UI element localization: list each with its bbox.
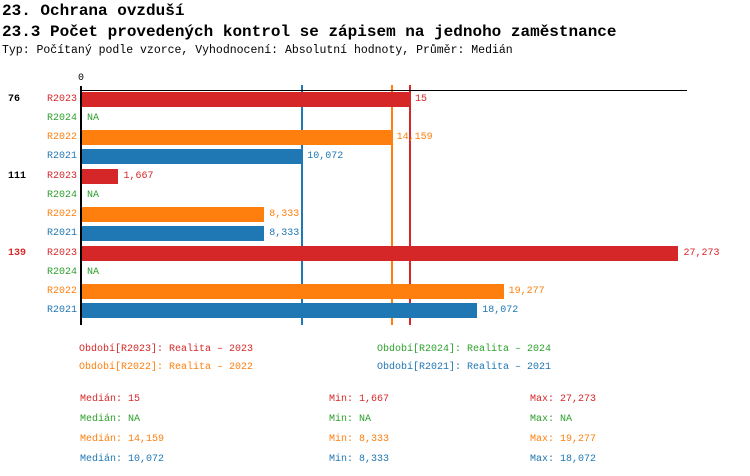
series-label-r2024: R2024 — [46, 190, 77, 201]
bar-value-label: 27,273 — [683, 248, 720, 259]
bar-value-label: 14,159 — [396, 132, 433, 143]
bar-111-r2022 — [82, 207, 265, 222]
group-label-139: 139 — [8, 248, 27, 259]
bar-value-label: 19,277 — [508, 286, 545, 297]
stat-max-r2024: Max: NA — [530, 414, 573, 425]
bar-139-r2023 — [82, 246, 679, 261]
median-line-r2023 — [409, 85, 412, 325]
stat-max-r2023: Max: 27,273 — [530, 394, 597, 405]
series-label-r2021: R2021 — [46, 305, 77, 316]
x-axis-zero-label: 0 — [77, 73, 84, 84]
stat-min-r2021: Min: 8,333 — [329, 454, 390, 465]
stat-min-r2023: Min: 1,667 — [329, 394, 390, 405]
stat-median-r2024: Medián: NA — [80, 414, 141, 425]
bar-value-label: 15 — [415, 94, 428, 105]
series-label-r2024: R2024 — [46, 267, 77, 278]
bar-value-label: NA — [87, 267, 100, 278]
bar-111-r2023 — [82, 169, 119, 184]
bar-76-r2023 — [82, 92, 411, 107]
bar-76-r2021 — [82, 149, 303, 164]
legend-item-r2024: Období[R2024]: Realita – 2024 — [377, 344, 552, 355]
series-label-r2023: R2023 — [46, 171, 77, 182]
series-label-r2023: R2023 — [46, 94, 77, 105]
stat-max-r2021: Max: 18,072 — [530, 454, 597, 465]
group-label-111: 111 — [8, 171, 27, 182]
stat-max-r2022: Max: 19,277 — [530, 434, 597, 445]
series-label-r2021: R2021 — [46, 228, 77, 239]
bar-value-label: 10,072 — [307, 151, 344, 162]
series-label-r2024: R2024 — [46, 113, 77, 124]
legend-item-r2021: Období[R2021]: Realita – 2021 — [377, 362, 552, 373]
series-label-r2023: R2023 — [46, 248, 77, 259]
bar-111-r2021 — [82, 226, 265, 241]
group-label-76: 76 — [8, 94, 21, 105]
bar-value-label: 1,667 — [123, 171, 154, 182]
legend-item-r2023: Období[R2023]: Realita – 2023 — [79, 344, 254, 355]
legend-item-r2022: Období[R2022]: Realita – 2022 — [79, 362, 254, 373]
bar-value-label: 8,333 — [269, 228, 300, 239]
chart-subtitle: 23.3 Počet provedených kontrol se zápise… — [2, 23, 617, 41]
stat-median-r2023: Medián: 15 — [80, 394, 141, 405]
series-label-r2022: R2022 — [46, 209, 77, 220]
stat-median-r2021: Medián: 10,072 — [80, 454, 165, 465]
y-axis-line — [80, 86, 82, 325]
bar-value-label: 8,333 — [269, 209, 300, 220]
median-line-r2022 — [390, 85, 393, 325]
series-label-r2021: R2021 — [46, 151, 77, 162]
bar-139-r2022 — [82, 284, 504, 299]
stat-min-r2024: Min: NA — [329, 414, 372, 425]
bar-value-label: 18,072 — [482, 305, 519, 316]
x-axis-line — [82, 90, 687, 91]
series-label-r2022: R2022 — [46, 286, 77, 297]
bar-139-r2021 — [82, 303, 478, 318]
stat-median-r2022: Medián: 14,159 — [80, 434, 165, 445]
median-line-r2021 — [301, 85, 304, 325]
bar-76-r2022 — [82, 130, 392, 145]
chart-meta-line: Typ: Počítaný podle vzorce, Vyhodnocení:… — [2, 44, 513, 57]
stat-min-r2022: Min: 8,333 — [329, 434, 390, 445]
bar-value-label: NA — [87, 113, 100, 124]
page-title: 23. Ochrana ovzduší — [2, 2, 185, 20]
bar-value-label: NA — [87, 190, 100, 201]
series-label-r2022: R2022 — [46, 132, 77, 143]
